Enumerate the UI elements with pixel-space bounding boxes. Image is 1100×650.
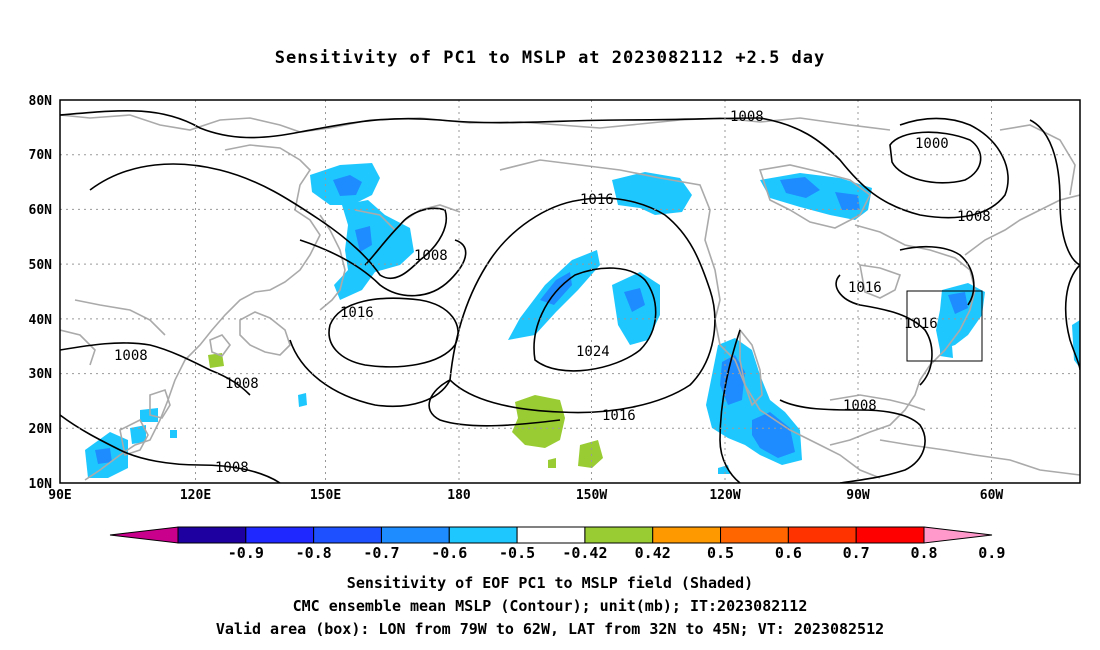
negative-sensitivity-area — [355, 226, 372, 252]
negative-sensitivity-area — [752, 412, 795, 458]
negative-sensitivity-area — [612, 172, 692, 215]
valid-area-box — [906, 290, 983, 362]
colorbar-box — [380, 526, 450, 544]
mslp-contours — [60, 110, 1080, 483]
lat-label: 20N — [29, 422, 53, 437]
contour-label: 1008 — [215, 460, 249, 476]
coastlines — [60, 114, 1080, 481]
negative-sensitivity-area — [940, 346, 953, 358]
contour-label: 1008 — [957, 209, 991, 225]
longitude-labels: 90E 120E 150E 180 150W 120W 90W 60W — [48, 488, 1003, 503]
map-border — [59, 99, 1081, 484]
negative-sensitivity-area — [835, 192, 860, 210]
colorbar-box — [245, 526, 315, 544]
chart-title: Sensitivity of PC1 to MSLP at 2023082112… — [274, 48, 826, 68]
colorbar-tick-label: 0.5 — [707, 544, 734, 562]
colorbar-box — [177, 526, 247, 544]
positive-sensitivity-area — [548, 458, 556, 468]
lat-label: 60N — [29, 203, 53, 218]
colorbar-tick-label: 0.8 — [910, 544, 937, 562]
negative-sensitivity-area — [140, 408, 158, 422]
colorbar-box — [516, 526, 586, 544]
contour-label: 1008 — [225, 376, 259, 392]
negative-sensitivity-area — [624, 288, 645, 312]
colorbar-box — [313, 526, 382, 544]
contour-label: 1008 — [114, 348, 148, 364]
colorbar-box — [787, 526, 857, 544]
negative-sensitivity-area — [1072, 320, 1080, 368]
contour-label: 1008 — [730, 109, 764, 125]
colorbar-box — [448, 526, 518, 544]
contour-label: 1008 — [843, 398, 877, 414]
gridlines — [60, 100, 1080, 483]
colorbar-tick-label: 0.7 — [843, 544, 870, 562]
contour-label: 1016 — [848, 280, 882, 296]
colorbar-tick-label: -0.9 — [228, 544, 264, 562]
contour-label: 1008 — [414, 248, 448, 264]
lon-label: 120W — [709, 488, 740, 503]
lon-label: 120E — [180, 488, 211, 503]
negative-sensitivity-area — [298, 393, 307, 407]
positive-sensitivity-area — [578, 440, 603, 468]
lat-label: 40N — [29, 313, 53, 328]
lon-label: 180 — [447, 488, 471, 503]
negative-sensitivity-area — [540, 272, 572, 305]
lon-label: 90E — [48, 488, 71, 503]
lat-label: 80N — [29, 94, 53, 109]
lon-label: 60W — [980, 488, 1004, 503]
negative-sensitivity-area — [780, 177, 820, 198]
positive-sensitivity-area — [208, 353, 224, 368]
footer-line-3: Valid area (box): LON from 79W to 62W, L… — [215, 620, 885, 638]
contour-label: 1016 — [580, 192, 614, 208]
colorbar-box — [720, 526, 789, 544]
colorbar-box — [652, 526, 722, 544]
negative-sensitivity-area — [130, 425, 146, 444]
footer-line-2: CMC ensemble mean MSLP (Contour); unit(m… — [292, 597, 808, 615]
lat-label: 50N — [29, 258, 53, 273]
negative-sensitivity-area — [95, 448, 112, 464]
contour-label: 1016 — [904, 316, 938, 332]
lon-label: 90W — [846, 488, 870, 503]
colorbar-tick-label: 0.9 — [978, 544, 1005, 562]
negative-sensitivity-area — [170, 430, 177, 438]
positive-sensitivity-area — [512, 395, 565, 448]
colorbar-tick-label: -0.42 — [562, 544, 607, 562]
contour-label: 1016 — [602, 408, 636, 424]
lat-label: 70N — [29, 148, 53, 163]
colorbar-tick-label: -0.5 — [499, 544, 535, 562]
colorbar: -0.9 -0.8 -0.7 -0.6 -0.5 -0.42 0.42 0.5 0.6 0.7 0.… — [109, 526, 1005, 562]
lat-label: 10N — [29, 477, 53, 492]
contour-label-group: 1008 1000 1008 1016 1008 1016 1024 1016 … — [114, 109, 991, 476]
contour-label: 1016 — [340, 305, 374, 321]
colorbar-tick-label: -0.7 — [363, 544, 399, 562]
colorbar-tick-label: -0.6 — [431, 544, 467, 562]
lon-label: 150W — [576, 488, 607, 503]
colorbar-tick-label: 0.6 — [775, 544, 802, 562]
lon-label: 150E — [310, 488, 341, 503]
lat-label: 30N — [29, 367, 53, 382]
negative-sensitivity-area — [334, 200, 414, 300]
colorbar-box — [584, 526, 654, 544]
colorbar-tick-label: -0.8 — [296, 544, 332, 562]
latitude-labels: 80N 70N 60N 50N 40N 30N 20N 10N — [29, 94, 53, 492]
footer-line-1: Sensitivity of EOF PC1 to MSLP field (Sh… — [346, 574, 754, 592]
colorbar-arrow-high — [923, 526, 993, 544]
colorbar-arrow-low — [109, 526, 179, 544]
contour-label: 1000 — [915, 136, 949, 152]
colorbar-tick-label: 0.42 — [635, 544, 671, 562]
negative-sensitivity-area — [948, 292, 968, 314]
negative-sensitivity-area — [333, 175, 362, 196]
contour-label: 1024 — [576, 344, 610, 360]
colorbar-box — [855, 526, 925, 544]
